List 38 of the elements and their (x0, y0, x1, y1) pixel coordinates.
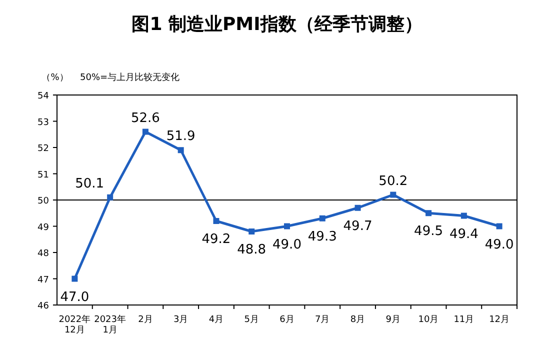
data-label: 50.1 (75, 176, 104, 192)
x-tick-label: 11月 (454, 315, 474, 325)
x-tick-label: 12月 (489, 315, 510, 325)
x-tick-label: 2023年 1月 (94, 314, 126, 336)
x-tick-label: 9月 (386, 315, 401, 325)
x-tick-label: 2022年 12月 (58, 314, 91, 336)
data-label: 47.0 (60, 290, 90, 305)
data-label: 49.5 (414, 224, 444, 240)
data-label: 49.0 (484, 237, 514, 252)
y-tick-label: 51 (38, 170, 49, 180)
x-tick-label: 8月 (350, 315, 366, 325)
data-label: 49.4 (449, 226, 478, 242)
y-tick-label: 50 (38, 196, 50, 206)
x-tick-label: 5月 (244, 315, 259, 325)
y-axis-title: （%） (42, 73, 68, 83)
data-label: 49.2 (202, 232, 231, 247)
y-tick-label: 46 (38, 302, 50, 312)
x-tick-label: 7月 (315, 315, 330, 325)
x-tick-label: 10月 (418, 315, 439, 325)
data-label: 48.8 (237, 242, 266, 258)
y-tick-label: 47 (38, 275, 49, 286)
y-tick-label: 52 (38, 144, 49, 154)
data-label: 51.9 (166, 129, 196, 144)
y-tick-label: 48 (38, 249, 50, 259)
y-tick-label: 54 (38, 92, 50, 102)
text: 50%=与上月比较无变化 (80, 72, 180, 83)
data-label: 49.3 (308, 229, 337, 244)
data-label: 50.2 (378, 174, 408, 189)
y-tick-label: 49 (38, 222, 50, 233)
x-tick-label: 4月 (208, 315, 224, 325)
chart-title: 图1 制造业PMI指数（经季节调整） (132, 14, 422, 35)
y-tick-label: 53 (38, 118, 49, 128)
x-tick-label: 6月 (280, 315, 294, 325)
data-label: 52.6 (130, 110, 160, 126)
x-tick-label: 2月 (138, 315, 153, 325)
data-label: 49.7 (343, 218, 372, 234)
data-label: 49.0 (272, 237, 302, 252)
x-tick-label: 3月 (173, 315, 188, 325)
